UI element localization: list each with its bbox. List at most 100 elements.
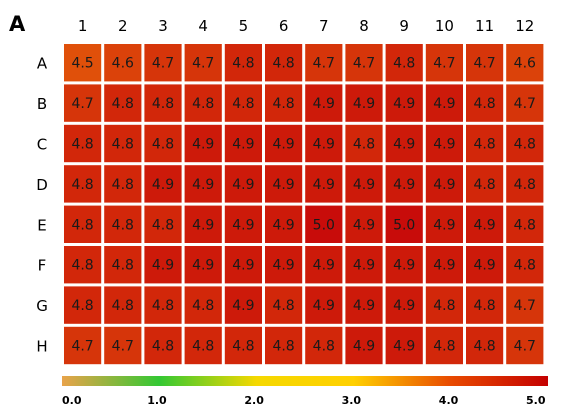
heatmap-cell [224, 326, 262, 365]
cell-value-label: 4.7 [192, 56, 214, 72]
cell-value-label: 4.7 [313, 56, 335, 72]
cell-value-label: 4.9 [433, 258, 455, 274]
heatmap-cell [104, 286, 142, 324]
cell-value-label: 4.9 [393, 258, 415, 274]
heatmap-cell [305, 84, 343, 122]
heatmap-cell [466, 165, 504, 203]
heatmap-cell [104, 246, 142, 284]
heatmap-cell [506, 124, 544, 163]
heatmap-cell [385, 84, 423, 122]
cell-value-label: 4.9 [353, 339, 375, 355]
cell-value-label: 4.7 [71, 96, 93, 112]
column-label: 9 [399, 17, 409, 35]
heatmap-cell [425, 44, 463, 82]
column-label: 2 [118, 17, 128, 35]
heatmap-cell [425, 124, 463, 163]
heatmap-cell [305, 124, 343, 163]
cell-value-label: 4.9 [353, 217, 375, 233]
heatmap-cell [305, 286, 343, 324]
heatmap-cell [104, 84, 142, 122]
cell-value-label: 4.8 [272, 96, 294, 112]
heatmap-cell [104, 124, 142, 163]
cell-value-label: 4.9 [272, 137, 294, 153]
cell-value-label: 4.9 [272, 217, 294, 233]
heatmap-cell [506, 246, 544, 284]
heatmap-cell [466, 205, 504, 243]
cell-value-label: 4.9 [473, 258, 495, 274]
heatmap-cell [64, 84, 102, 122]
heatmap-cell [224, 286, 262, 324]
cell-value-label: 4.7 [514, 96, 536, 112]
cell-value-label: 4.9 [353, 258, 375, 274]
heatmap-cell [184, 44, 222, 82]
heatmap-cell [305, 44, 343, 82]
heatmap-cell [184, 84, 222, 122]
cell-value-label: 4.8 [473, 298, 495, 314]
cell-value-label: 4.9 [473, 217, 495, 233]
cell-value-label: 4.8 [353, 137, 375, 153]
cell-value-label: 4.8 [192, 298, 214, 314]
heatmap-cell [64, 165, 102, 203]
cell-value-label: 4.5 [71, 56, 93, 72]
colorbar-tick-label: 5.0 [526, 394, 546, 407]
cell-value-label: 4.8 [393, 56, 415, 72]
heatmap-cell [506, 205, 544, 243]
cell-value-label: 4.8 [112, 177, 134, 193]
heatmap-cell [144, 84, 182, 122]
heatmap-cell [385, 286, 423, 324]
heatmap-cell [224, 84, 262, 122]
heatmap-cell [144, 44, 182, 82]
heatmap-cell [184, 286, 222, 324]
row-label: A [37, 55, 48, 73]
heatmap-cell [506, 84, 544, 122]
cell-value-label: 4.8 [232, 339, 254, 355]
cell-value-label: 4.8 [71, 298, 93, 314]
column-label: 10 [435, 17, 454, 35]
heatmap-cell [506, 286, 544, 324]
cell-value-label: 4.9 [232, 258, 254, 274]
heatmap-cell [385, 205, 423, 243]
heatmap-cell [184, 246, 222, 284]
cell-value-label: 4.8 [473, 137, 495, 153]
cell-value-label: 4.9 [192, 217, 214, 233]
column-label: 4 [198, 17, 208, 35]
cell-value-label: 4.8 [71, 258, 93, 274]
cell-value-label: 4.8 [433, 298, 455, 314]
cell-value-label: 4.8 [152, 339, 174, 355]
row-label: B [37, 95, 47, 113]
heatmap-cell [104, 165, 142, 203]
heatmap-cell [265, 205, 303, 243]
cell-value-label: 4.9 [353, 96, 375, 112]
heatmap-cell [345, 326, 383, 365]
heatmap-cell [425, 246, 463, 284]
heatmap-cell [265, 165, 303, 203]
cell-value-label: 4.8 [152, 298, 174, 314]
cell-value-label: 4.7 [71, 339, 93, 355]
cell-value-label: 4.9 [393, 177, 415, 193]
heatmap-cell [305, 165, 343, 203]
column-label: 7 [319, 17, 329, 35]
cell-value-label: 4.9 [393, 339, 415, 355]
heatmap-cell [144, 124, 182, 163]
cell-value-label: 4.9 [433, 177, 455, 193]
cell-value-label: 4.8 [152, 96, 174, 112]
heatmap-cell [224, 246, 262, 284]
column-label: 6 [279, 17, 289, 35]
cell-value-label: 4.7 [514, 298, 536, 314]
heatmap-cell [64, 246, 102, 284]
heatmap-cell [305, 326, 343, 365]
heatmap-cell [385, 44, 423, 82]
heatmap-cell [104, 326, 142, 365]
heatmap-cell [265, 44, 303, 82]
cell-value-label: 4.8 [112, 96, 134, 112]
heatmap-cell [506, 165, 544, 203]
cell-value-label: 4.8 [514, 217, 536, 233]
heatmap-cell [345, 286, 383, 324]
heatmap-cell [385, 246, 423, 284]
cell-value-label: 4.7 [473, 56, 495, 72]
heatmap-cell [466, 44, 504, 82]
cell-value-label: 4.7 [514, 339, 536, 355]
cell-value-label: 4.8 [272, 339, 294, 355]
heatmap-cell [144, 205, 182, 243]
heatmap-cell [64, 124, 102, 163]
